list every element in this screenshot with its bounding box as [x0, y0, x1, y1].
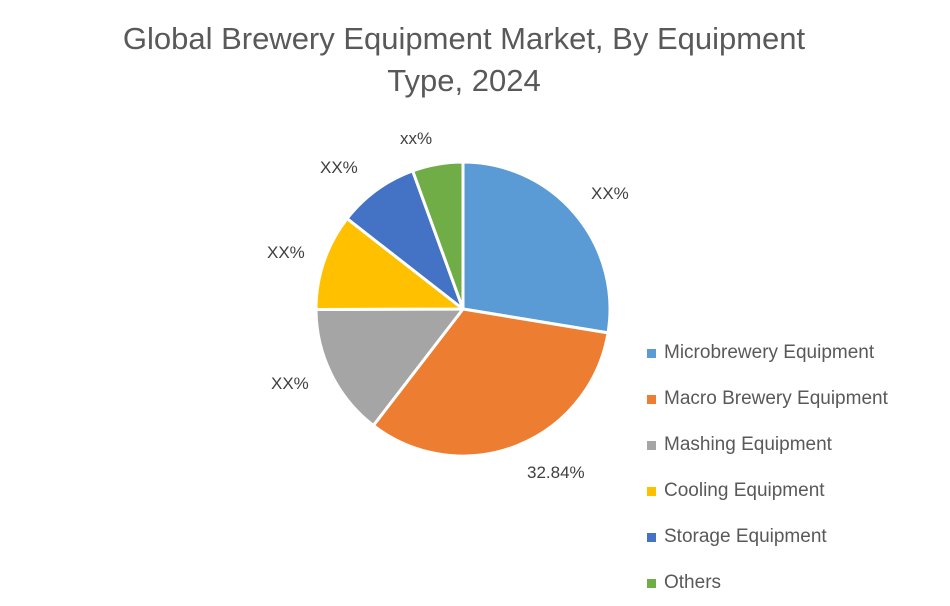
legend-label: Storage Equipment	[664, 526, 827, 547]
legend-item-storage: Storage Equipment	[647, 514, 888, 560]
pie-slice-storage	[345, 169, 465, 311]
legend-swatch-icon	[647, 394, 656, 404]
legend-item-mashing: Mashing Equipment	[647, 422, 888, 468]
legend-swatch-icon	[647, 486, 656, 496]
legend-item-microbrewery: Microbrewery Equipment	[647, 330, 888, 376]
legend-label: Macro Brewery Equipment	[664, 388, 888, 409]
legend-label: Cooling Equipment	[664, 480, 825, 501]
pie-slice-microbrewery	[461, 160, 612, 335]
pie-slice-cooling	[314, 217, 465, 312]
legend-swatch-icon	[647, 578, 656, 588]
legend-item-macro-brewery: Macro Brewery Equipment	[647, 376, 888, 422]
pie-slice-mashing	[314, 307, 465, 427]
legend-label: Microbrewery Equipment	[664, 342, 875, 363]
chart-title-line-2: Type, 2024	[387, 63, 541, 98]
legend-swatch-icon	[647, 532, 656, 542]
data-label-mashing: XX%	[271, 374, 309, 393]
chart-title-line-1: Global Brewery Equipment Market, By Equi…	[122, 21, 806, 56]
legend-swatch-icon	[647, 440, 656, 450]
legend-label: Mashing Equipment	[664, 434, 832, 455]
legend-label: Others	[664, 572, 722, 593]
chart-legend: Microbrewery Equipment Macro Brewery Equ…	[647, 330, 888, 606]
pie-slice-macro-brewery	[371, 307, 610, 458]
chart-title: Global Brewery Equipment Market, By Equi…	[0, 18, 928, 102]
data-label-microbrewery: XX%	[591, 184, 629, 203]
legend-item-others: Others	[647, 560, 888, 606]
data-label-macro-brewery: 32.84%	[527, 463, 585, 482]
data-label-storage: XX%	[320, 158, 358, 177]
data-label-cooling: XX%	[267, 243, 305, 262]
legend-item-cooling: Cooling Equipment	[647, 468, 888, 514]
data-label-others: xx%	[400, 129, 433, 148]
pie-slice-others	[411, 160, 465, 311]
legend-swatch-icon	[647, 348, 656, 358]
